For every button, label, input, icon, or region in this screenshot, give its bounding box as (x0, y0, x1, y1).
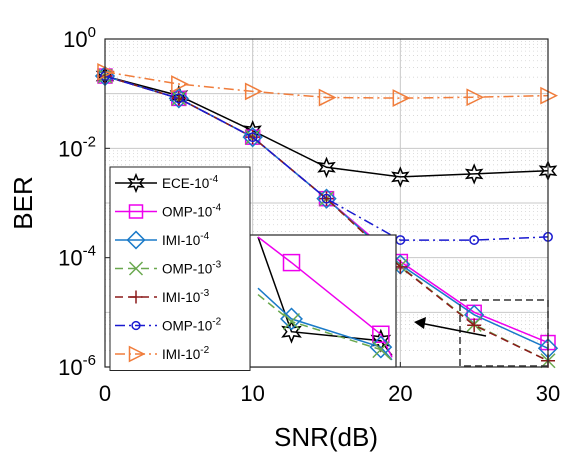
legend-marker (129, 290, 143, 304)
y-tick-label: 10-2 (58, 133, 96, 161)
x-tick-label: 10 (240, 381, 264, 406)
inset-data-point (372, 325, 390, 344)
data-point (466, 88, 485, 107)
data-point (317, 156, 336, 179)
data-point (469, 235, 480, 246)
legend-label: OMP-10-4 (162, 203, 222, 220)
x-axis-label: SNR(dB) (274, 422, 378, 452)
data-point (97, 62, 116, 81)
data-point (168, 88, 189, 109)
legend-entry-4: IMI-10-3 (115, 288, 210, 305)
data-point (247, 132, 258, 143)
axis-ticks: 0 10 20 30 100 10-2 10-4 10-6 (58, 24, 560, 406)
legend-entry-0: ECE-10-4 (115, 172, 219, 194)
inset-data-point (282, 312, 301, 331)
y-axis-label: BER (8, 176, 38, 229)
y-tick-label: 10-6 (58, 352, 96, 380)
data-point (173, 93, 184, 104)
legend-entry-3: OMP-10-3 (115, 260, 222, 277)
inset-series-line (257, 236, 393, 358)
series-line (104, 75, 549, 241)
zoom-arrow-line (419, 322, 487, 337)
inset-data-point (282, 253, 301, 272)
inset-data-point (281, 319, 302, 344)
zoom-arrow-head (414, 317, 426, 329)
legend-label: IMI-10-2 (162, 345, 210, 362)
series-line (104, 71, 549, 99)
legend-label: IMI-10-4 (162, 231, 210, 248)
legend-marker (128, 345, 146, 363)
legend-label: OMP-10-2 (162, 317, 222, 334)
inset-series-1 (257, 236, 393, 358)
legend: ECE-10-4 OMP-10-4 IMI-10-4 OMP-10-3 IMI-10-3… (109, 166, 251, 371)
inset-series-line (257, 287, 393, 361)
legend-marker (128, 261, 144, 276)
series-layer (94, 62, 559, 369)
legend-label: IMI-10-3 (162, 288, 210, 305)
data-point (392, 89, 411, 108)
x-tick-label: 20 (388, 381, 412, 406)
data-point (467, 318, 482, 333)
inset-series-3 (257, 294, 393, 362)
inset-plot (249, 234, 397, 368)
inset-data-point (372, 341, 390, 359)
legend-label: ECE-10-4 (162, 174, 219, 191)
data-point (244, 82, 263, 101)
x-tick-label: 30 (536, 381, 560, 406)
data-point (316, 188, 337, 209)
legend-marker (128, 204, 144, 219)
zoom-region-box (459, 299, 549, 367)
data-point (321, 193, 332, 204)
legend-entry-5: OMP-10-2 (115, 317, 222, 334)
legend-entry-6: IMI-10-2 (115, 345, 210, 363)
legend-marker (126, 230, 146, 250)
legend-marker (127, 172, 145, 194)
data-point (464, 163, 484, 185)
legend-marker (131, 320, 141, 331)
x-tick-label: 0 (99, 381, 111, 406)
inset-series-line (257, 236, 393, 356)
legend-label: OMP-10-3 (162, 260, 222, 277)
data-point (391, 166, 410, 188)
zoom-indicator (414, 299, 549, 367)
legend-entry-1: OMP-10-4 (115, 203, 222, 220)
data-point (318, 88, 337, 107)
data-point (540, 86, 559, 105)
y-tick-label: 10-4 (58, 243, 96, 271)
series-6 (97, 62, 559, 108)
legend-entry-2: IMI-10-4 (115, 230, 210, 250)
data-point (242, 127, 263, 148)
data-point (171, 75, 189, 93)
y-tick-label: 100 (63, 24, 96, 52)
